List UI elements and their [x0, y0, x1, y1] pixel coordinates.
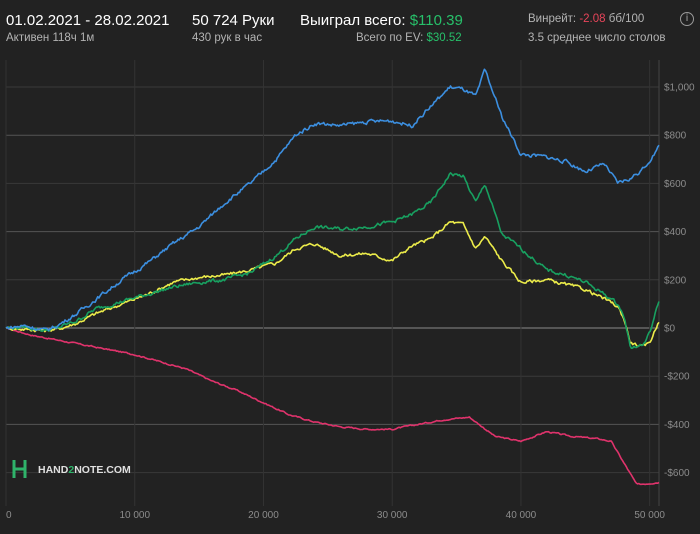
series-line-ev — [5, 172, 660, 350]
winrate-value: -2.08 — [579, 13, 606, 25]
ev-value: $30.52 — [426, 32, 462, 44]
x-tick-label-3: 30 000 — [377, 510, 408, 521]
x-tick-label-5: 50 000 — [634, 510, 665, 521]
winrate: Винрейт: -2.08 бб/100 — [528, 13, 644, 25]
y-tick-label-0: $1,000 — [664, 83, 695, 94]
ev-total: Всего по EV: $30.52 — [356, 32, 462, 44]
info-icon[interactable]: i — [680, 12, 694, 26]
y-tick-label-1: $800 — [664, 131, 687, 142]
hand2note-logo: HAND2NOTE.COM — [12, 460, 131, 478]
won-total: Выиграл всего: $110.39 — [300, 12, 463, 29]
logo-text-right: NOTE.COM — [74, 464, 131, 476]
hands-per-hour: 430 рук в час — [192, 32, 263, 44]
winrate-label: Винрейт: — [528, 13, 577, 25]
winrate-unit: бб/100 — [608, 13, 645, 25]
series-line-nonshowdown — [5, 326, 660, 486]
avg-tables: 3.5 среднее число столов — [528, 32, 666, 44]
chart-grid — [5, 60, 660, 506]
y-axis-ticks: $1,000 $800 $600 $400 $200 $0 -$200 -$400 -$600 — [664, 83, 695, 480]
x-tick-label-4: 40 000 — [506, 510, 537, 521]
x-tick-label-2: 20 000 — [248, 510, 279, 521]
hands-count: 50 724 Руки — [192, 12, 275, 29]
y-tick-label-2: $600 — [664, 179, 687, 190]
y-tick-label-7: -$400 — [664, 420, 690, 431]
series-line-showdown — [5, 220, 660, 348]
x-tick-label-0: 0 — [6, 510, 12, 521]
chart-series — [5, 68, 660, 486]
y-tick-label-3: $400 — [664, 227, 687, 238]
ev-label: Всего по EV: — [356, 32, 424, 44]
x-tick-label-1: 10 000 — [119, 510, 150, 521]
x-axis-ticks: 0 10 000 20 000 30 000 40 000 50 000 — [6, 510, 665, 521]
series-line-won — [5, 68, 660, 332]
y-tick-label-4: $200 — [664, 275, 687, 286]
svg-text:HAND2NOTE.COM: HAND2NOTE.COM — [38, 464, 131, 476]
logo-text-mid: 2 — [68, 464, 74, 476]
logo-mark-icon — [12, 460, 27, 478]
won-label: Выиграл всего: — [300, 12, 406, 29]
active-time: Активен 118ч 1м — [6, 32, 95, 44]
date-range: 01.02.2021 - 28.02.2021 — [6, 12, 170, 29]
y-tick-label-6: -$200 — [664, 372, 690, 383]
logo-text-left: HAND — [38, 464, 69, 476]
y-tick-label-5: $0 — [664, 324, 676, 335]
y-tick-label-8: -$600 — [664, 468, 690, 479]
won-value: $110.39 — [409, 12, 463, 29]
